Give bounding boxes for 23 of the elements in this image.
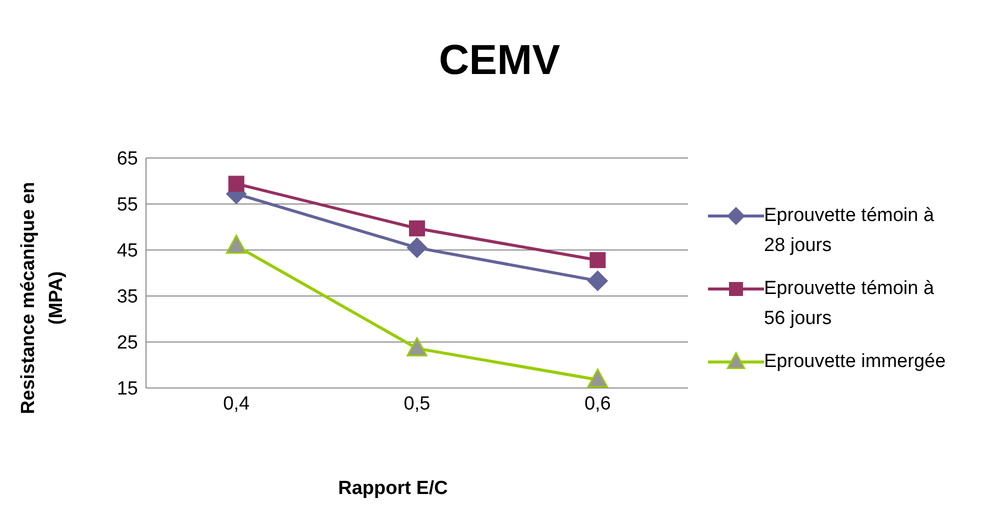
y-tick-label: 15	[116, 378, 138, 400]
y-tick-label: 25	[116, 332, 138, 354]
y-tick-label: 65	[116, 148, 138, 170]
chart-title: CEMV	[438, 36, 562, 84]
point	[226, 234, 247, 254]
point	[587, 368, 608, 388]
legend-label: Eprouvette témoin à 56 jours	[764, 276, 936, 330]
legend-label: Eprouvette témoin à 28 jours	[764, 204, 936, 258]
point	[228, 176, 244, 192]
x-tick-label: 0,6	[584, 393, 611, 414]
legend-label: Eprouvette immergée	[764, 350, 946, 374]
point	[590, 252, 606, 268]
y-tick-label: 35	[116, 286, 138, 308]
x-tick-label: 0,5	[404, 393, 430, 414]
point	[587, 270, 608, 292]
y-axis-title: Resistance mécanique en (MPA)	[17, 180, 68, 416]
point	[409, 220, 425, 236]
x-tick-label: 0,4	[223, 393, 250, 414]
x-axis-title: Rapport E/C	[337, 478, 449, 500]
y-tick-label: 45	[116, 240, 138, 262]
point	[406, 237, 428, 258]
y-tick-label: 55	[116, 194, 138, 216]
point	[406, 337, 428, 356]
